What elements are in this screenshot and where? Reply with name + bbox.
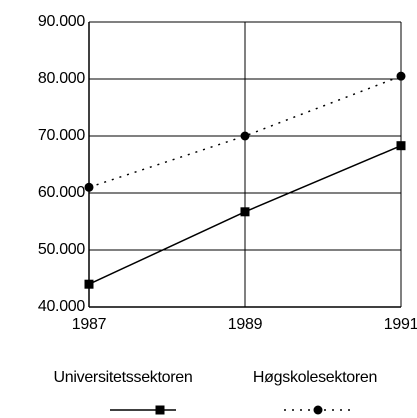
x-tick-label: 1991 bbox=[384, 316, 417, 333]
data-point bbox=[240, 131, 250, 141]
legend-label: Høgskolesektoren bbox=[253, 369, 377, 386]
y-tick-label: 40.000 bbox=[38, 298, 86, 315]
data-point bbox=[240, 207, 250, 217]
y-tick-label: 70.000 bbox=[38, 127, 86, 144]
legend-label: Universitetssektoren bbox=[54, 369, 193, 386]
y-tick-label: 50.000 bbox=[38, 241, 86, 258]
y-tick-label: 90.000 bbox=[38, 13, 86, 30]
x-tick-label: 1987 bbox=[72, 316, 107, 333]
x-tick-label: 1989 bbox=[228, 316, 263, 333]
legend-marker bbox=[313, 405, 323, 415]
data-point bbox=[84, 182, 94, 192]
legend-marker bbox=[155, 405, 165, 415]
data-point bbox=[84, 279, 94, 289]
data-point bbox=[396, 141, 406, 151]
data-point bbox=[396, 71, 406, 81]
y-tick-label: 60.000 bbox=[38, 184, 86, 201]
y-tick-label: 80.000 bbox=[38, 70, 86, 87]
